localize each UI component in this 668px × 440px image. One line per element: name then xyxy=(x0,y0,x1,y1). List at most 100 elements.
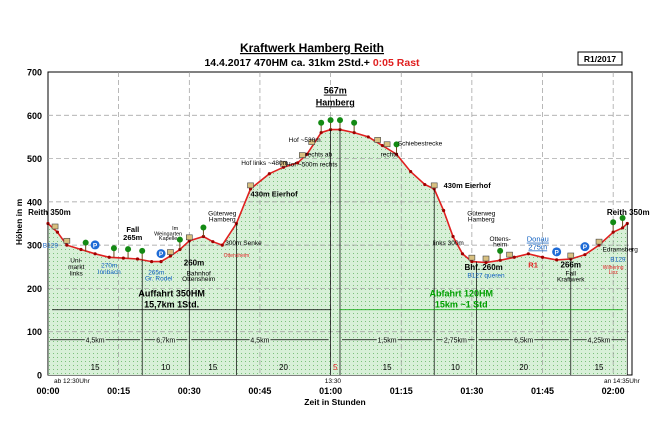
parking-icon-label: P xyxy=(583,244,588,251)
elevation-point xyxy=(512,255,516,259)
house-icon xyxy=(299,152,306,158)
parking-icon xyxy=(552,247,562,257)
chart-title: Kraftwerk Hamberg Reith xyxy=(240,41,384,55)
house-icon xyxy=(383,141,391,148)
elevation-point xyxy=(498,258,502,262)
elevation-point xyxy=(460,252,465,256)
x-tick-label: 02:00 xyxy=(602,386,625,396)
elevation-point xyxy=(380,143,384,148)
elevation-point xyxy=(409,169,413,174)
annotation-label: Ottens- xyxy=(489,236,510,243)
elevation-point xyxy=(168,254,173,258)
route-id: R1/2017 xyxy=(584,54,616,64)
elevation-point xyxy=(540,255,545,259)
annotation-label: Innbach xyxy=(98,269,122,276)
elevation-point xyxy=(150,259,154,264)
elevation-point xyxy=(319,131,323,135)
house-icon xyxy=(308,139,316,145)
x-tick-label: 01:15 xyxy=(390,386,413,396)
house-icon xyxy=(185,234,193,241)
annotation-label: Ottensheim xyxy=(224,253,250,259)
annotation-label: B127 queren xyxy=(467,273,505,280)
elevation-area-texture xyxy=(48,129,628,375)
annotation-label: Bhf. 260m xyxy=(465,263,503,272)
annotation-label: Güterweg xyxy=(208,211,237,218)
tree-icon xyxy=(393,141,400,148)
section-label: Abfahrt 120HM xyxy=(430,289,494,299)
house-icon xyxy=(506,251,513,258)
annotation-label: rechts ab xyxy=(305,151,332,158)
y-tick-label: 600 xyxy=(27,111,42,121)
house-icon xyxy=(280,160,287,167)
annotation-label: Kraftwerk xyxy=(557,277,585,284)
x-tick-label: 00:15 xyxy=(107,386,130,396)
elevation-line xyxy=(47,128,628,264)
house-icon xyxy=(167,249,174,255)
tree-icon xyxy=(619,214,626,221)
x-tick-label: 00:00 xyxy=(36,386,59,396)
elevation-point xyxy=(107,255,111,259)
annotation-label: markt xyxy=(68,264,84,271)
section-label: Auffahrt 350HM xyxy=(138,289,205,299)
elevation-point xyxy=(220,243,224,247)
house-icon xyxy=(63,237,71,244)
annotation-label: Hamberg xyxy=(468,216,495,223)
annotation-label: B129 xyxy=(610,257,626,264)
tree-icon xyxy=(82,239,89,246)
tree-icon xyxy=(327,117,334,124)
route-id-box xyxy=(577,51,623,66)
distance-band-label: 1,5km xyxy=(378,338,397,345)
annotation-label: Schiebestrecke xyxy=(398,141,443,148)
distance-band-label: 4,5km xyxy=(250,338,269,345)
annotation-label: 430m Eierhof xyxy=(251,190,299,199)
x-tick-label: 01:00 xyxy=(319,386,342,396)
tree-icon xyxy=(318,119,325,126)
x-tick-label: 00:30 xyxy=(178,386,201,396)
duration-band-label: 15 xyxy=(595,363,604,372)
elevation-point xyxy=(526,252,530,256)
elevation-point xyxy=(178,247,182,252)
elevation-point xyxy=(583,253,587,257)
elevation-point xyxy=(366,135,370,139)
distance-band-label: 4,5km xyxy=(86,338,105,345)
duration-band-label: 15 xyxy=(91,363,100,372)
annotation-label: Donau xyxy=(527,235,549,244)
annotation-label: Fall xyxy=(566,270,577,277)
tree-icon xyxy=(610,219,617,226)
duration-band-label: 15 xyxy=(208,363,217,372)
parking-icon-label: P xyxy=(159,251,164,258)
tree-icon xyxy=(351,119,358,126)
annotation-label: 567m xyxy=(324,86,347,96)
annotation-label: Ottensheim xyxy=(182,276,215,283)
elevation-point xyxy=(296,161,300,165)
tree-icon xyxy=(176,236,183,243)
annotation-label: Uni- xyxy=(70,257,82,264)
elevation-point xyxy=(555,258,559,262)
elevation-point xyxy=(93,252,97,256)
plot-area: 0 100 200 300 400 500 600 700 00:00 00:15 00:30 00:… xyxy=(27,68,650,397)
annotation-label: rechts xyxy=(381,151,399,158)
house-icon xyxy=(595,238,603,245)
y-tick-label: 400 xyxy=(27,197,42,207)
elevation-point xyxy=(267,172,271,176)
distance-band-label: 2,75km xyxy=(444,338,467,345)
start-time-label: ab 12:30Uhr xyxy=(54,378,91,385)
elevation-point xyxy=(611,230,615,234)
house-icon xyxy=(430,182,438,189)
elevation-point xyxy=(620,226,625,230)
house-icon xyxy=(247,182,254,189)
elevation-point xyxy=(470,259,474,264)
duration-band-label: 10 xyxy=(161,363,170,372)
tree-icon xyxy=(110,245,117,252)
annotation-label: 430m Eierhof xyxy=(444,181,492,190)
parking-icon-label: P xyxy=(554,249,559,256)
elevation-point xyxy=(159,259,163,264)
tree-icon xyxy=(139,247,146,254)
annotation-label: Hof links ~480m xyxy=(241,160,288,167)
tree-icon xyxy=(125,246,132,253)
elevation-point xyxy=(211,240,215,244)
tree-icon xyxy=(497,247,504,254)
annotation-label: Hof ~500m rechts xyxy=(286,161,338,168)
chart-subtitle: 14.4.2017 470HM ca. 31km 2Std.+ 0:05 Ras… xyxy=(204,57,420,69)
parking-icon xyxy=(90,240,100,250)
